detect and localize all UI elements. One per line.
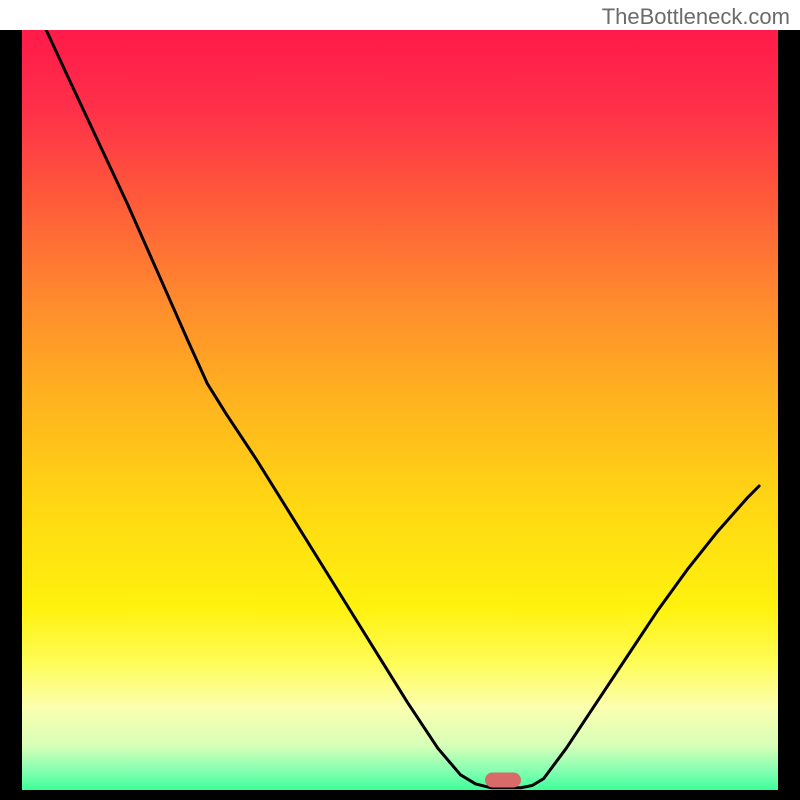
plot-border-left xyxy=(0,30,22,800)
plot-area xyxy=(0,30,800,800)
watermark-text: TheBottleneck.com xyxy=(602,4,790,30)
plot-border-bottom xyxy=(0,790,800,800)
curve-svg xyxy=(0,30,800,800)
bottleneck-curve xyxy=(46,30,759,788)
plot-border-right xyxy=(778,30,800,800)
optimal-marker xyxy=(485,773,521,788)
chart-container: TheBottleneck.com xyxy=(0,0,800,800)
